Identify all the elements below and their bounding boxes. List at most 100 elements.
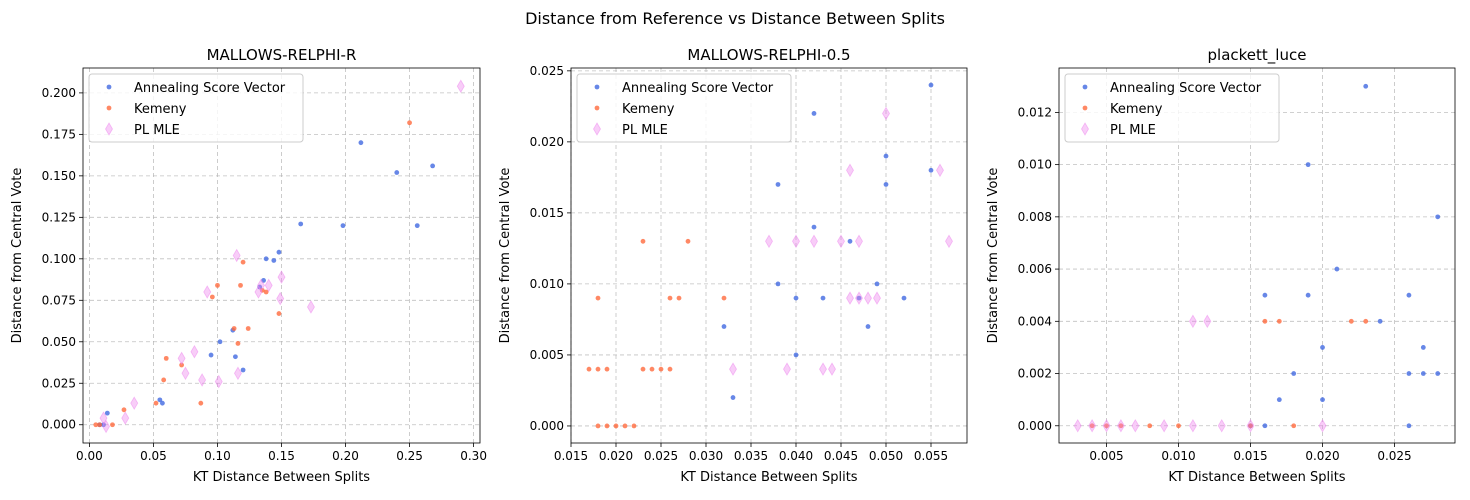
legend-marker bbox=[594, 105, 600, 111]
series-kemeny bbox=[1089, 318, 1369, 429]
series-pl-mle bbox=[729, 106, 953, 376]
data-point bbox=[110, 422, 115, 428]
data-point bbox=[1435, 214, 1441, 220]
data-point bbox=[1377, 318, 1383, 324]
data-point bbox=[864, 291, 872, 305]
subplot-2: 0.015 0.020 0.025 0.030 0.035 0.040 0.045 0.050… bbox=[498, 46, 968, 485]
y-tick-label: 0.200 bbox=[42, 86, 76, 100]
subplot-title: MALLOWS-RELPHI-0.5 bbox=[687, 46, 850, 64]
data-point bbox=[1334, 266, 1340, 272]
data-point bbox=[882, 106, 890, 121]
y-axis-label: Distance from Central Vote bbox=[10, 168, 25, 344]
series-annealing-score-vector bbox=[1248, 83, 1441, 429]
data-point bbox=[883, 182, 889, 187]
x-tick-label: 0.20 bbox=[332, 449, 359, 463]
x-tick-label: 0.035 bbox=[734, 449, 768, 463]
data-point bbox=[430, 163, 436, 169]
data-point bbox=[276, 291, 285, 306]
y-tick-label: 0.050 bbox=[42, 335, 76, 349]
data-point bbox=[855, 291, 863, 305]
data-point bbox=[456, 79, 465, 94]
data-point bbox=[1276, 397, 1282, 403]
legend-marker bbox=[105, 122, 113, 136]
data-point bbox=[240, 367, 246, 373]
data-point bbox=[1104, 423, 1109, 429]
y-tick-label: 0.025 bbox=[42, 376, 76, 390]
y-tick-label: 0.004 bbox=[1018, 314, 1052, 328]
data-point bbox=[277, 270, 286, 284]
data-point bbox=[1217, 418, 1226, 433]
legend-box bbox=[1064, 73, 1280, 143]
data-point bbox=[298, 221, 304, 227]
y-tick-label: 0.100 bbox=[42, 252, 76, 266]
data-point bbox=[945, 234, 953, 249]
data-point bbox=[276, 311, 282, 316]
data-point bbox=[1348, 318, 1354, 324]
data-point bbox=[198, 400, 204, 406]
y-tick-label: 0.020 bbox=[530, 135, 564, 149]
data-point bbox=[1089, 423, 1095, 429]
data-point bbox=[1305, 292, 1311, 298]
y-tick-label: 0.002 bbox=[1018, 367, 1052, 381]
data-point bbox=[203, 285, 212, 299]
data-point bbox=[1291, 371, 1297, 376]
data-point bbox=[160, 400, 165, 406]
x-tick-label: 0.05 bbox=[140, 449, 167, 463]
data-point bbox=[177, 351, 186, 366]
y-tick-label: 0.010 bbox=[1018, 158, 1052, 172]
data-point bbox=[1088, 418, 1097, 433]
legend-label: PL MLE bbox=[1110, 123, 1156, 138]
legend-label: Annealing Score Vector bbox=[1110, 81, 1262, 96]
data-point bbox=[1320, 345, 1325, 350]
data-point bbox=[729, 362, 737, 376]
data-point bbox=[215, 282, 220, 288]
data-point bbox=[1262, 292, 1268, 298]
data-point bbox=[1435, 371, 1441, 376]
legend-label: Kemeny bbox=[622, 102, 675, 117]
data-point bbox=[685, 238, 691, 244]
legend-label: PL MLE bbox=[622, 123, 668, 138]
data-point bbox=[765, 234, 773, 249]
data-point bbox=[214, 374, 223, 389]
data-point bbox=[631, 423, 637, 429]
x-tick-label: 0.045 bbox=[824, 449, 858, 463]
x-tick-label: 0.025 bbox=[644, 449, 678, 463]
data-point bbox=[358, 140, 364, 146]
x-tick-label: 0.015 bbox=[554, 449, 588, 463]
legend-label: PL MLE bbox=[134, 123, 180, 138]
data-point bbox=[775, 281, 781, 287]
data-point bbox=[846, 291, 854, 305]
legend-marker bbox=[594, 84, 600, 90]
data-point bbox=[1406, 292, 1412, 298]
series-annealing-score-vector bbox=[97, 140, 436, 428]
data-point bbox=[414, 223, 420, 229]
series-pl-mle bbox=[1073, 314, 1327, 433]
data-point bbox=[667, 295, 673, 301]
data-point bbox=[649, 366, 655, 372]
subplot-3: 0.005 0.010 0.015 0.020 0.025 0.000 0.002 0.004… bbox=[986, 46, 1456, 485]
data-point bbox=[157, 397, 163, 403]
data-point bbox=[1291, 423, 1297, 429]
x-tick-label: 0.020 bbox=[599, 449, 633, 463]
legend-label: Annealing Score Vector bbox=[622, 81, 774, 96]
data-point bbox=[793, 352, 799, 358]
subplot-title: MALLOWS-RELPHI-R bbox=[207, 46, 357, 64]
data-point bbox=[721, 324, 727, 329]
legend-box bbox=[576, 73, 792, 143]
axes-frame bbox=[570, 67, 968, 444]
data-point bbox=[1116, 418, 1125, 433]
x-tick-label: 0.005 bbox=[1089, 449, 1123, 463]
data-point bbox=[1406, 371, 1412, 376]
data-point bbox=[208, 352, 214, 358]
data-point bbox=[306, 300, 315, 314]
data-point bbox=[394, 170, 400, 175]
data-point bbox=[161, 377, 167, 383]
data-point bbox=[163, 355, 169, 361]
data-point bbox=[271, 258, 277, 263]
data-point bbox=[595, 423, 601, 429]
data-point bbox=[865, 324, 871, 329]
legend-marker bbox=[106, 84, 112, 90]
data-point bbox=[855, 234, 863, 249]
data-point bbox=[783, 362, 791, 376]
data-point bbox=[586, 366, 592, 372]
